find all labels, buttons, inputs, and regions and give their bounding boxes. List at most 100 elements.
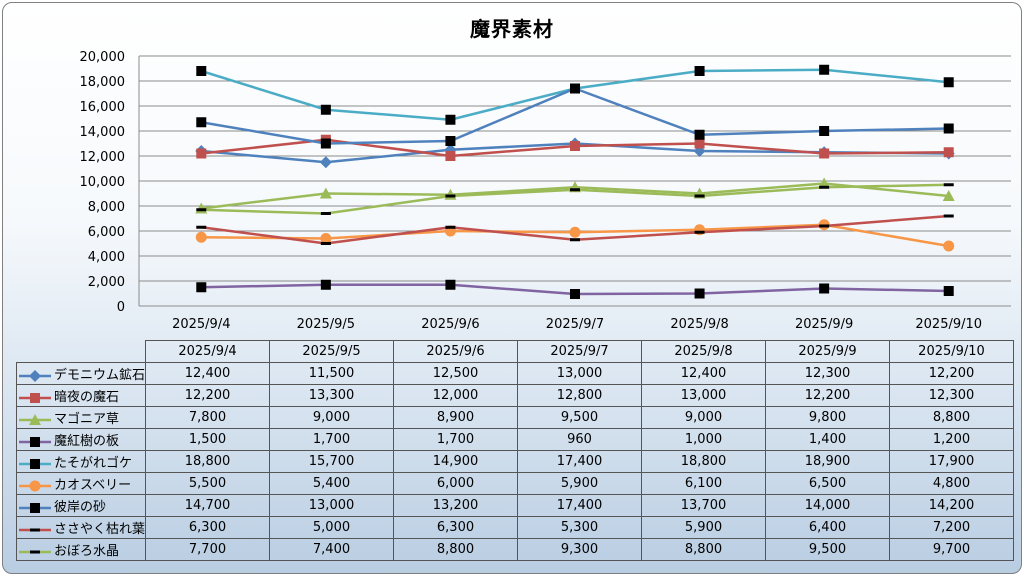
legend-key-icon <box>19 436 51 447</box>
data-point <box>30 436 40 447</box>
x-tick-label: 2025/9/8 <box>670 317 728 332</box>
legend-entry: マゴニア草 <box>15 406 147 429</box>
table-cell: 8,800 <box>889 406 1015 429</box>
data-point <box>694 288 705 299</box>
table-cell: 1,400 <box>765 428 891 451</box>
table-cell: 7,200 <box>889 516 1015 539</box>
data-point <box>570 188 580 192</box>
legend-key-icon <box>19 369 51 382</box>
data-point <box>819 126 830 136</box>
y-tick-label: 16,000 <box>80 100 126 115</box>
y-tick-label: 8,000 <box>88 200 125 215</box>
table-cell: 6,100 <box>641 472 767 495</box>
legend-key-icon <box>19 528 51 531</box>
data-point <box>570 141 580 151</box>
data-point <box>445 279 456 290</box>
data-point <box>30 392 40 403</box>
table-cell: 6,400 <box>765 516 891 539</box>
data-point <box>320 242 331 245</box>
series-4 <box>196 279 954 299</box>
table-row: おぼろ水晶 7,700 7,400 8,800 9,300 8,800 9,500 9,700 <box>15 538 1015 561</box>
series-name: 彼岸の砂 <box>54 500 107 515</box>
table-cell: 12,200 <box>765 384 891 407</box>
series-8 <box>196 214 954 245</box>
data-point <box>943 77 954 88</box>
table-cell: 1,700 <box>269 428 395 451</box>
y-tick-label: 18,000 <box>80 75 126 90</box>
data-point <box>30 502 40 513</box>
table-cell: 14,200 <box>889 494 1015 517</box>
table-cell: 1,700 <box>393 428 519 451</box>
table-cell: 17,400 <box>517 494 643 517</box>
table-cell: 9,500 <box>765 538 891 561</box>
line-chart-plot: 0 2,000 4,000 6,000 8,000 10,000 12,000 14,000 1… <box>80 50 1011 332</box>
table-cell: 13,000 <box>517 362 643 385</box>
data-point <box>195 231 207 243</box>
table-cell: 12,200 <box>889 362 1015 385</box>
legend-entry: デモニウム鉱石 <box>15 362 147 385</box>
table-cell: 6,300 <box>145 516 271 539</box>
data-point <box>29 480 41 491</box>
data-point <box>445 225 456 229</box>
data-point <box>694 230 705 234</box>
data-point <box>819 185 830 189</box>
table-cell: 8,800 <box>393 538 519 561</box>
table-cell: 12,400 <box>145 362 271 385</box>
series-name: たそがれゴケ <box>54 456 133 471</box>
table-cell: 9,500 <box>517 406 643 429</box>
y-tick-label: 6,000 <box>88 225 125 240</box>
x-tick-label: 2025/9/9 <box>795 317 853 332</box>
table-cell: 13,000 <box>269 494 395 517</box>
table-cell: 12,300 <box>889 384 1015 407</box>
data-point <box>445 151 456 161</box>
data-point <box>943 123 954 134</box>
table-cell: 5,900 <box>517 472 643 495</box>
data-point <box>943 147 954 158</box>
data-point <box>943 240 955 252</box>
table-cell: 12,000 <box>393 384 519 407</box>
table-row: カオスベリー 5,500 5,400 6,000 5,900 6,100 6,500 4,80… <box>15 472 1015 495</box>
data-point <box>196 282 207 293</box>
table-column-header: 2025/9/5 <box>269 340 395 363</box>
data-point <box>943 183 954 187</box>
legend-key-icon <box>19 392 51 403</box>
table-cell: 13,000 <box>641 384 767 407</box>
data-point <box>694 138 705 149</box>
table-cell: 14,000 <box>765 494 891 517</box>
y-tick-label: 20,000 <box>80 50 126 65</box>
legend-entry: たそがれゴケ <box>15 450 147 473</box>
table-cell: 12,800 <box>517 384 643 407</box>
table-cell: 15,700 <box>269 450 395 473</box>
series-name: カオスベリー <box>54 478 132 493</box>
data-point <box>29 369 41 382</box>
data-point <box>445 136 456 146</box>
series-name: 魔紅樹の板 <box>54 434 120 449</box>
data-point <box>320 279 331 290</box>
table-cell: 7,400 <box>269 538 395 561</box>
legend-entry: 彼岸の砂 <box>15 494 147 517</box>
table-row: ささやく枯れ葉 6,300 5,000 6,300 5,300 5,900 6,400 7,2… <box>15 516 1015 539</box>
x-tick-label: 2025/9/5 <box>297 317 355 332</box>
series-line <box>201 87 949 145</box>
data-point <box>819 283 830 294</box>
series-3 <box>195 177 955 214</box>
table-cell: 9,700 <box>889 538 1015 561</box>
y-tick-label: 10,000 <box>80 175 126 190</box>
table-cell: 12,200 <box>145 384 271 407</box>
table-cell: 17,900 <box>889 450 1015 473</box>
data-point <box>943 214 954 218</box>
table-cell: 12,500 <box>393 362 519 385</box>
series-name: デモニウム鉱石 <box>54 368 146 383</box>
data-point <box>319 156 332 169</box>
x-tick-label: 2025/9/10 <box>915 317 982 332</box>
table-column-header: 2025/9/10 <box>889 340 1015 363</box>
data-point <box>445 194 456 198</box>
legend-key-icon <box>19 550 51 553</box>
table-row: 魔紅樹の板 1,500 1,700 1,700 960 1,000 1,400 1,200 <box>15 428 1015 451</box>
series-name: ささやく枯れ葉 <box>54 522 146 537</box>
data-point <box>570 83 580 94</box>
data-point <box>694 194 705 198</box>
data-point <box>943 286 954 296</box>
y-tick-label: 14,000 <box>80 125 126 140</box>
table-row: マゴニア草 7,800 9,000 8,900 9,500 9,000 9,800 8,800 <box>15 406 1015 429</box>
